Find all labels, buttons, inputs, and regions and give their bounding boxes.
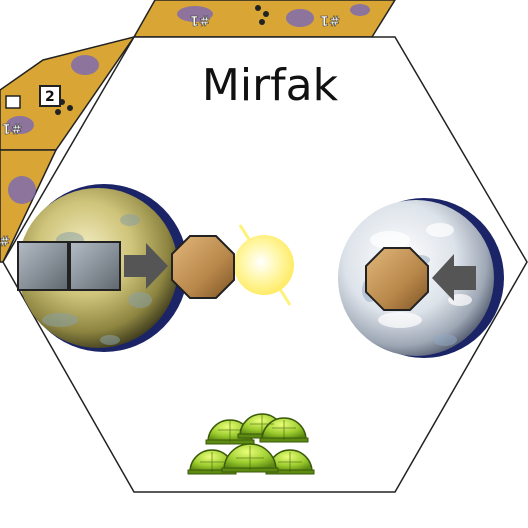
tile-badge-number: 2 xyxy=(45,89,55,105)
tile-badge-edge xyxy=(5,95,21,109)
tile-label: #1 xyxy=(320,12,340,27)
cube-icon xyxy=(17,241,69,291)
tile-label: #1 xyxy=(2,120,22,135)
star-icon xyxy=(234,224,294,306)
planet-texture xyxy=(370,223,472,328)
tile-badge xyxy=(39,85,61,107)
cube-icon xyxy=(69,241,121,291)
octagon-resource-icon xyxy=(365,247,429,311)
production-chain-desert xyxy=(17,235,235,299)
tile-art xyxy=(6,4,370,204)
tile-label: #1 xyxy=(0,232,10,247)
dome-grid xyxy=(200,414,302,472)
production-chain-ice xyxy=(365,247,476,311)
arrow-left-icon xyxy=(432,254,476,301)
arrow-right-icon xyxy=(124,243,168,289)
neighbor-tiles: #1 #1 #1 #1 2 xyxy=(0,0,396,263)
system-tile[interactable]: Mirfak xyxy=(2,36,528,493)
dome-markers xyxy=(187,413,315,475)
octagon-resource-icon xyxy=(171,235,235,299)
system-name: Mirfak xyxy=(202,60,339,111)
tile-label: #1 xyxy=(190,12,210,27)
